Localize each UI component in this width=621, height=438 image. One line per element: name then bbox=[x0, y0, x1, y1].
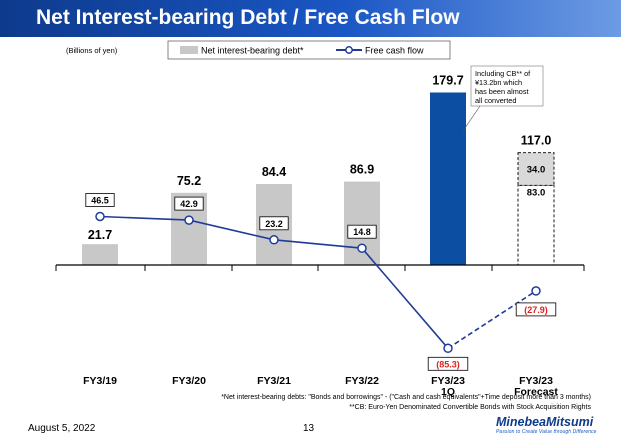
fcf-point bbox=[269, 235, 279, 245]
fcf-value-label: 23.2 bbox=[265, 219, 283, 229]
debt-bar bbox=[82, 244, 118, 265]
cb-annotation-text: Including CB** of ¥13.2bn which has been… bbox=[475, 69, 532, 105]
debt-value-label: 86.9 bbox=[350, 163, 374, 177]
debt-value-label: 84.4 bbox=[262, 165, 286, 179]
fcf-value-label: (85.3) bbox=[436, 359, 460, 369]
category-label-line: FY3/23 bbox=[519, 375, 553, 387]
forecast-layer bbox=[517, 152, 555, 266]
category-label-line: FY3/23 bbox=[431, 375, 465, 387]
page-title: Net Interest-bearing Debt / Free Cash Fl… bbox=[36, 6, 460, 29]
footnote-debt-definition: *Net interest-bearing debts: "Bonds and … bbox=[221, 394, 591, 401]
legend: Net interest-bearing debt* Free cash flo… bbox=[167, 40, 451, 60]
category-label-line: FY3/19 bbox=[83, 375, 117, 387]
debt-forecast-breakdown-label: 34.0 bbox=[527, 165, 546, 176]
footnotes: *Net interest-bearing debts: "Bonds and … bbox=[221, 393, 591, 412]
fcf-value-label: 42.9 bbox=[180, 199, 198, 209]
unit-label: (Billions of yen) bbox=[66, 46, 118, 55]
category-label: FY3/19 bbox=[83, 375, 117, 387]
category-label: FY3/23 Forecast bbox=[514, 375, 558, 398]
ticks-layer bbox=[55, 265, 585, 271]
logo-name: MinebeaMitsumi bbox=[496, 415, 594, 429]
cb-annotation-line: ¥13.2bn which bbox=[475, 78, 522, 87]
company-logo: MinebeaMitsumi Passion to Create Value t… bbox=[496, 416, 616, 438]
logo-tagline: Passion to Create Value through Differen… bbox=[496, 429, 597, 435]
cb-annotation-pointer bbox=[462, 105, 481, 132]
debt-value-label: 179.7 bbox=[432, 73, 463, 87]
fcf-line-forecast bbox=[447, 290, 537, 349]
category-label-line: 1Q bbox=[441, 386, 455, 398]
fcf-point bbox=[531, 286, 541, 296]
cb-annotation-box bbox=[470, 65, 544, 107]
fcf-label-box bbox=[347, 224, 377, 239]
fcf-point bbox=[357, 243, 367, 253]
legend-box bbox=[167, 40, 451, 60]
fcf-point bbox=[95, 211, 105, 222]
footer-date: August 5, 2022 bbox=[28, 423, 96, 434]
debt-bar bbox=[430, 92, 466, 265]
legend-fcf-marker bbox=[345, 46, 353, 54]
page-number: 13 bbox=[303, 423, 315, 434]
fcf-value-label: 46.5 bbox=[91, 196, 109, 206]
category-label: FY3/20 bbox=[172, 375, 206, 387]
debt-value-label: 21.7 bbox=[88, 228, 112, 242]
debt-value-label: 75.2 bbox=[177, 174, 201, 188]
title-bar: Net Interest-bearing Debt / Free Cash Fl… bbox=[0, 0, 621, 37]
cb-annotation-line: all converted bbox=[475, 96, 516, 105]
chart: (Billions of yen) Net interest-bearing d… bbox=[55, 40, 585, 398]
category-label-line: FY3/22 bbox=[345, 375, 379, 387]
fcf-label-box bbox=[174, 196, 204, 211]
fcf-layer bbox=[95, 211, 541, 354]
fcf-point bbox=[443, 343, 453, 354]
labels-layer: 21.7 75.2 84.4 86.9 179.7 34.0 83.0 117.0 46.5 42… bbox=[85, 73, 557, 371]
category-label-line: Forecast bbox=[514, 386, 558, 398]
fcf-point bbox=[184, 215, 194, 225]
fcf-label-box bbox=[427, 356, 469, 371]
fcf-value-label: (27.9) bbox=[524, 305, 548, 315]
debt-value-label: 117.0 bbox=[521, 134, 552, 148]
debt-bar-forecast-upper bbox=[517, 152, 555, 186]
legend-debt-swatch bbox=[180, 46, 198, 54]
cb-annotation: Including CB** of ¥13.2bn which has been… bbox=[462, 65, 544, 132]
debt-forecast-breakdown-label: 83.0 bbox=[527, 187, 546, 198]
category-label: FY3/23 1Q bbox=[431, 375, 465, 398]
fcf-value-label: 14.8 bbox=[353, 227, 371, 237]
fcf-label-box bbox=[515, 302, 557, 317]
legend-fcf-label: Free cash flow bbox=[365, 46, 424, 56]
category-label: FY3/22 bbox=[345, 375, 379, 387]
cb-annotation-line: Including CB** of bbox=[475, 69, 531, 78]
cb-annotation-line: has been almost bbox=[475, 87, 529, 96]
category-label-line: FY3/20 bbox=[172, 375, 206, 387]
category-label-line: FY3/21 bbox=[257, 375, 291, 387]
fcf-label-box bbox=[85, 193, 115, 207]
fcf-label-box bbox=[259, 216, 289, 231]
footnote-cb-definition: **CB: Euro-Yen Denominated Convertible B… bbox=[349, 403, 591, 411]
category-label: FY3/21 bbox=[257, 375, 291, 387]
legend-debt-label: Net interest-bearing debt* bbox=[201, 46, 304, 56]
